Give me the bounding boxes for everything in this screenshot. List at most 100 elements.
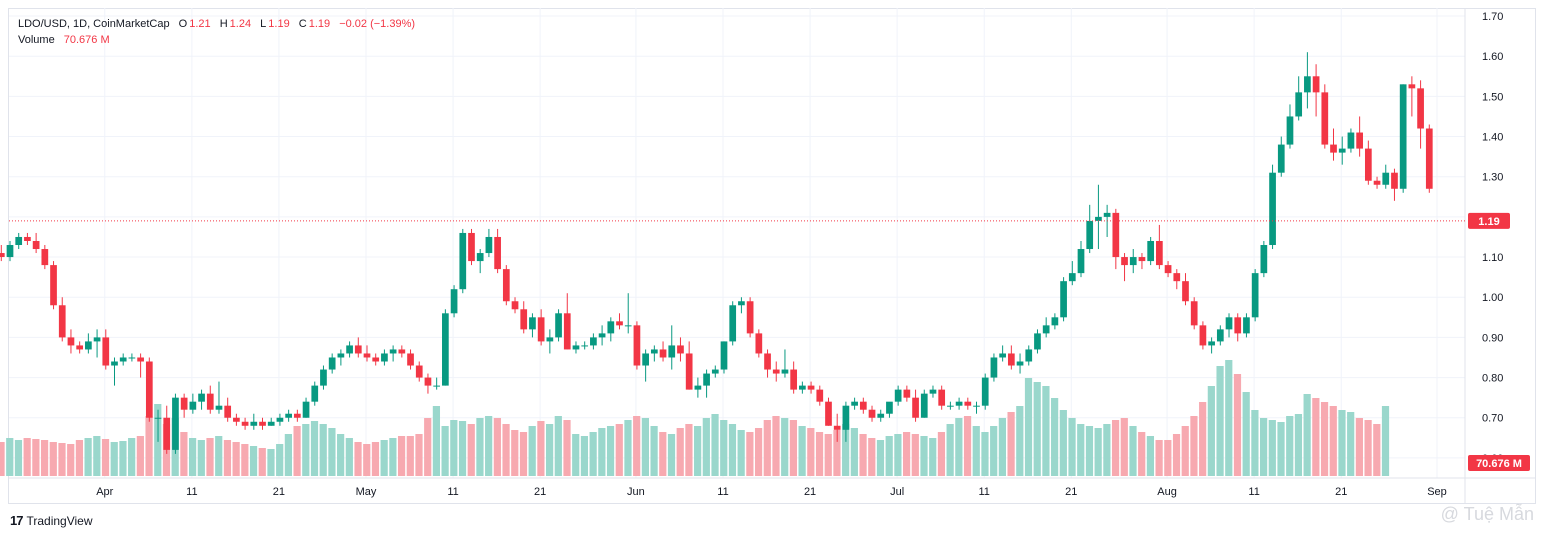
ohlc-row: LDO/USD, 1D, CoinMarketCap O 1.21 H 1.24 L…	[18, 16, 421, 32]
candle-body	[807, 385, 815, 390]
volume-bar	[450, 420, 458, 476]
volume-bar	[476, 418, 484, 476]
volume-bar	[1085, 426, 1094, 476]
volume-badge	[1468, 455, 1530, 471]
volume-bar	[1120, 418, 1128, 476]
x-tick-label: 21	[534, 486, 546, 498]
candle-body	[537, 317, 545, 342]
volume-bar	[267, 449, 275, 476]
candle-body	[276, 417, 284, 422]
candle-body	[1112, 212, 1120, 258]
candle-body	[189, 401, 197, 410]
candle-body	[685, 353, 693, 390]
volume-bar	[1338, 410, 1346, 476]
x-tick-label: 21	[1065, 486, 1077, 498]
candle-body	[476, 253, 484, 262]
candle-body	[755, 333, 763, 354]
candle-body	[285, 413, 292, 418]
volume-bar	[772, 416, 780, 476]
volume-row: Volume 70.676 M	[18, 32, 421, 48]
candle-body	[1347, 132, 1355, 149]
candle-body	[1025, 349, 1033, 362]
candle-body	[180, 397, 188, 410]
volume-bar	[1225, 360, 1233, 476]
candle-body	[720, 341, 728, 370]
candle-body	[442, 313, 449, 386]
volume-badge-text: 70.676 M	[1476, 458, 1522, 470]
candle-body	[929, 389, 937, 394]
candle-body	[163, 417, 171, 450]
volume-bar	[1138, 432, 1146, 476]
candle-body	[1051, 317, 1059, 326]
volume-bar	[1181, 426, 1189, 476]
last-price-badge	[1468, 212, 1510, 229]
candle-body	[233, 417, 240, 422]
candle-body	[964, 401, 972, 406]
candle-body	[346, 345, 353, 354]
candle-body	[1330, 144, 1337, 153]
volume-bar	[885, 436, 893, 476]
candle-body	[224, 405, 232, 418]
candle-body	[590, 337, 597, 346]
volume-bar	[676, 428, 684, 476]
candle-body	[642, 353, 649, 366]
volume-bar	[249, 446, 258, 476]
volume-bar	[1320, 402, 1329, 476]
candle-body	[50, 265, 57, 306]
volume-bar	[189, 438, 197, 476]
candle-body	[328, 357, 336, 370]
volume-bar	[32, 439, 40, 476]
y-tick-label: 1.10	[1482, 252, 1503, 264]
volume-bar	[441, 426, 449, 476]
volume-bar	[0, 442, 5, 476]
candle-body	[1182, 281, 1189, 302]
volume-bar	[293, 426, 301, 476]
candle-body	[154, 417, 162, 419]
volume-bar	[1242, 392, 1250, 476]
volume-bar	[6, 438, 14, 476]
volume-bar	[1251, 410, 1259, 476]
volume-bar	[1094, 428, 1102, 476]
volume-bar	[781, 418, 789, 476]
x-tick-label: May	[356, 486, 377, 498]
high-value: 1.24	[229, 18, 252, 30]
volume-bar	[1381, 406, 1390, 476]
candle-body	[145, 361, 153, 418]
candle-body	[206, 393, 214, 410]
volume-bar	[145, 416, 153, 476]
volume-bar	[1329, 406, 1337, 476]
candle-body	[842, 405, 850, 430]
volume-bar	[937, 432, 946, 476]
volume-bar	[694, 426, 702, 476]
volume-bar	[389, 438, 397, 476]
x-tick-label: 11	[447, 486, 458, 498]
y-tick-label: 0.70	[1482, 413, 1503, 425]
candle-body	[563, 313, 571, 350]
candle-body	[886, 401, 893, 414]
volume-bar	[258, 448, 266, 476]
y-tick-label: 1.60	[1482, 51, 1503, 63]
volume-bar	[23, 438, 31, 476]
tradingview-logo[interactable]: 17 TradingView	[10, 513, 93, 528]
volume-bar	[572, 434, 580, 476]
volume-bar	[485, 416, 493, 476]
volume-bar	[493, 418, 501, 476]
volume-bar	[337, 434, 345, 476]
volume-bar	[894, 434, 902, 476]
volume-bar	[49, 442, 57, 476]
volume-bar	[1033, 382, 1041, 476]
volume-bar	[223, 440, 232, 476]
candle-body	[650, 349, 658, 354]
volume-bar	[963, 416, 972, 476]
volume-bar	[1268, 420, 1276, 476]
candle-body	[520, 309, 528, 330]
volume-bar	[310, 421, 319, 476]
volume-bar	[136, 436, 144, 476]
price-chart[interactable]: 0.600.700.800.901.001.101.201.301.401.50…	[0, 0, 1544, 505]
candle-body	[337, 353, 345, 358]
candle-body	[485, 236, 493, 254]
candle-body	[1103, 212, 1111, 217]
volume-bar	[798, 426, 806, 476]
volume-bar	[1286, 416, 1294, 476]
candle-body	[973, 405, 980, 407]
